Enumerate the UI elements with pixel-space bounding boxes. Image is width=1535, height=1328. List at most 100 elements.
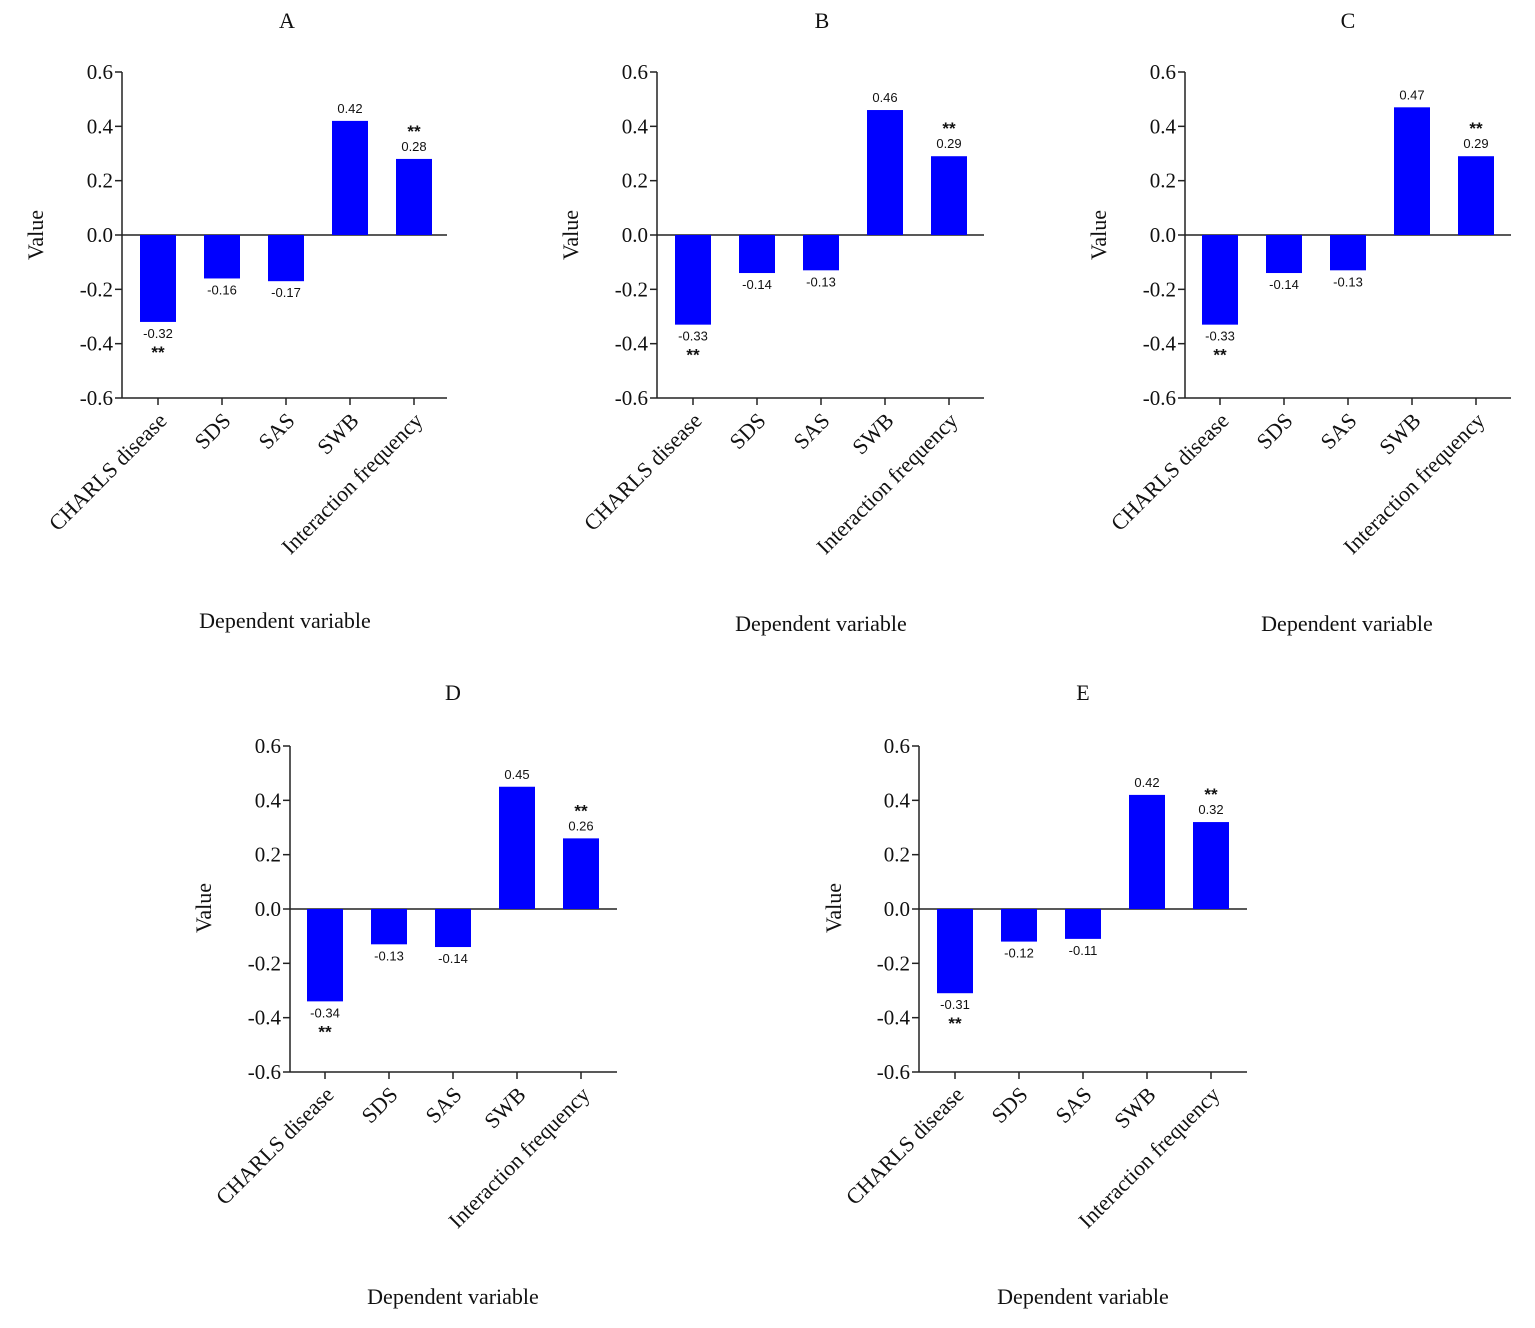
panel-title: A	[279, 8, 295, 33]
data-label: -0.14	[1269, 277, 1299, 292]
significance-marker: **	[948, 1014, 962, 1033]
panel-title: C	[1341, 8, 1356, 33]
y-tick-label: 0.4	[87, 114, 114, 138]
data-label: 0.29	[936, 136, 961, 151]
y-tick-label: 0.0	[1150, 223, 1176, 247]
bar	[140, 235, 176, 322]
y-tick-label: -0.2	[877, 951, 910, 975]
y-tick-label: 0.4	[884, 788, 911, 812]
x-tick-label: SDS	[356, 1082, 402, 1128]
x-tick-label: SWB	[312, 408, 363, 459]
significance-marker: **	[151, 343, 165, 362]
significance-marker: **	[686, 346, 700, 365]
x-tick-label: SWB	[847, 408, 898, 459]
y-tick-label: 0.2	[1150, 169, 1176, 193]
bar	[371, 909, 407, 945]
bar	[396, 158, 432, 235]
y-tick-label: 0.0	[884, 897, 910, 921]
bar	[204, 235, 240, 279]
data-label: -0.14	[742, 277, 772, 292]
y-axis-title: Value	[1086, 210, 1111, 260]
data-label: -0.13	[806, 274, 836, 289]
x-tick-label: SDS	[1251, 408, 1297, 454]
x-axis-title: Dependent variable	[735, 611, 907, 636]
y-tick-label: -0.2	[1143, 277, 1176, 301]
x-tick-label: SAS	[1315, 408, 1361, 454]
significance-marker: **	[407, 122, 421, 141]
x-tick-label: CHARLS disease	[579, 408, 707, 536]
data-label: 0.28	[401, 139, 426, 154]
significance-marker: **	[318, 1022, 332, 1041]
significance-marker: **	[942, 119, 956, 138]
x-tick-label: SAS	[1050, 1082, 1096, 1128]
bar	[739, 235, 775, 274]
y-tick-label: 0.6	[622, 60, 648, 84]
data-label: 0.47	[1399, 87, 1424, 102]
y-tick-label: 0.2	[884, 843, 910, 867]
significance-marker: **	[1469, 119, 1483, 138]
y-tick-label: 0.4	[255, 788, 282, 812]
x-tick-label: CHARLS disease	[211, 1082, 339, 1210]
y-tick-label: -0.2	[80, 277, 113, 301]
bar	[1458, 156, 1494, 235]
y-tick-label: -0.6	[80, 386, 113, 410]
data-label: 0.46	[872, 90, 897, 105]
x-tick-label: SWB	[1374, 408, 1425, 459]
bar	[675, 235, 711, 325]
x-tick-label: SAS	[788, 408, 834, 454]
x-tick-label: SDS	[724, 408, 770, 454]
y-tick-label: -0.6	[877, 1060, 910, 1084]
x-tick-label: SAS	[253, 408, 299, 454]
significance-marker: **	[1204, 785, 1218, 804]
bar	[1330, 235, 1366, 271]
x-tick-label: CHARLS disease	[44, 408, 172, 536]
x-tick-label: SWB	[479, 1082, 530, 1133]
bar	[332, 120, 368, 235]
data-label: -0.33	[1205, 329, 1235, 344]
y-tick-label: -0.2	[248, 951, 281, 975]
y-tick-label: 0.6	[255, 734, 281, 758]
x-tick-label: CHARLS disease	[1106, 408, 1234, 536]
y-axis-title: Value	[23, 210, 48, 260]
data-label: -0.32	[143, 326, 173, 341]
data-label: 0.32	[1198, 802, 1223, 817]
bar	[867, 110, 903, 235]
bar	[1394, 107, 1430, 235]
chart-panel-a: A 0.6 0.4 0.2 0.0 -0.2 -0.4 -0.6 -0.32 ** CHARLS d…	[23, 8, 447, 633]
chart-panel-e: E 0.6 0.4 0.2 0.0 -0.2 -0.4 -0.6 -0.31 ** CHARLS d…	[821, 680, 1247, 1309]
bar	[435, 909, 471, 948]
y-axis-title: Value	[821, 883, 846, 933]
x-tick-label: CHARLS disease	[841, 1082, 969, 1210]
x-axis-title: Dependent variable	[1261, 611, 1433, 636]
x-axis-title: Dependent variable	[367, 1284, 539, 1309]
y-tick-label: 0.0	[255, 897, 281, 921]
bar	[499, 786, 535, 909]
y-tick-label: -0.4	[615, 332, 649, 356]
panel-title: D	[445, 680, 461, 705]
data-label: -0.33	[678, 329, 708, 344]
y-tick-label: -0.6	[248, 1060, 281, 1084]
data-label: 0.42	[337, 101, 362, 116]
y-tick-label: 0.2	[255, 843, 281, 867]
data-label: -0.13	[374, 948, 404, 963]
bar	[1266, 235, 1302, 274]
y-axis-title: Value	[191, 883, 216, 933]
y-tick-label: 0.4	[1150, 114, 1177, 138]
bar	[931, 156, 967, 235]
y-tick-label: 0.6	[884, 734, 910, 758]
bar	[307, 909, 343, 1002]
y-tick-label: -0.4	[1143, 332, 1177, 356]
y-tick-label: 0.6	[87, 60, 113, 84]
bar	[803, 235, 839, 271]
bar	[1193, 822, 1229, 909]
data-label: -0.11	[1069, 943, 1098, 958]
y-tick-label: 0.6	[1150, 60, 1176, 84]
data-label: -0.12	[1004, 946, 1034, 961]
significance-marker: **	[574, 801, 588, 820]
data-label: -0.14	[438, 951, 468, 966]
bar	[1001, 909, 1037, 942]
x-tick-label: SDS	[986, 1082, 1032, 1128]
y-tick-label: 0.2	[622, 169, 648, 193]
y-tick-label: 0.2	[87, 169, 113, 193]
